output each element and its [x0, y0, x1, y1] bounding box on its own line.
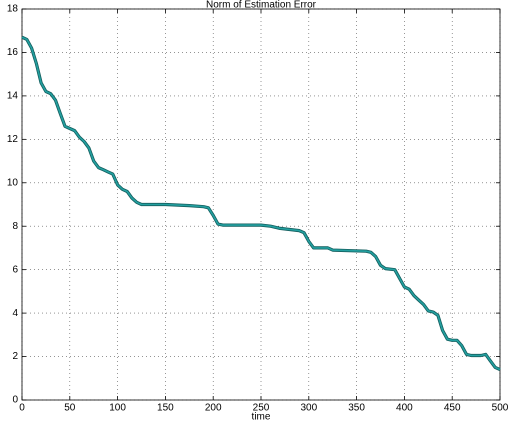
- y-tick-label: 2: [12, 351, 18, 362]
- y-tick-label: 4: [12, 308, 18, 319]
- x-tick-label: 400: [396, 403, 413, 414]
- x-tick-label: 0: [19, 403, 25, 414]
- y-tick-label: 8: [12, 221, 18, 232]
- x-tick-label: 100: [109, 403, 126, 414]
- x-tick-label: 500: [492, 403, 508, 414]
- x-tick-label: 200: [205, 403, 222, 414]
- y-tick-label: 0: [12, 395, 18, 406]
- x-tick-label: 250: [253, 403, 270, 414]
- y-tick-label: 14: [7, 91, 19, 102]
- line-outline: [21, 35, 501, 372]
- x-tick-label: 450: [444, 403, 461, 414]
- x-axis-label: time: [252, 412, 271, 423]
- line: [21, 36, 501, 371]
- x-tick-label: 300: [300, 403, 317, 414]
- x-tick-label: 50: [64, 403, 76, 414]
- y-tick-label: 16: [7, 47, 19, 58]
- plot-frame: [21, 8, 501, 401]
- x-tick-label: 350: [348, 403, 365, 414]
- y-tick-label: 18: [7, 4, 19, 15]
- y-tick-label: 10: [7, 177, 19, 188]
- y-tick-label: 6: [12, 264, 18, 275]
- y-tick-label: 12: [7, 134, 19, 145]
- chart-title: Norm of Estimation Error: [206, 0, 317, 11]
- x-tick-label: 150: [157, 403, 174, 414]
